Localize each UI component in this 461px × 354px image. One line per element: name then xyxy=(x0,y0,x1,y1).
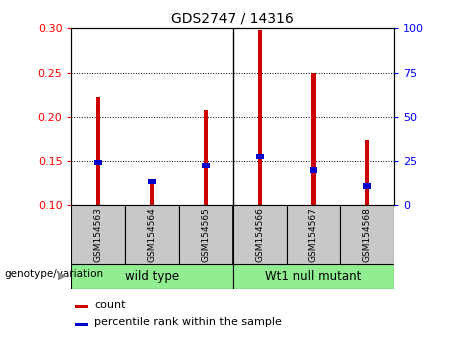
Text: GSM154567: GSM154567 xyxy=(309,207,318,262)
Text: GSM154565: GSM154565 xyxy=(201,207,210,262)
Text: percentile rank within the sample: percentile rank within the sample xyxy=(94,318,282,327)
Title: GDS2747 / 14316: GDS2747 / 14316 xyxy=(171,12,294,26)
Bar xyxy=(125,205,179,264)
Bar xyxy=(258,30,262,205)
Bar xyxy=(340,205,394,264)
Bar xyxy=(71,205,125,264)
Text: GSM154563: GSM154563 xyxy=(94,207,103,262)
Text: wild type: wild type xyxy=(125,270,179,282)
Text: GSM154566: GSM154566 xyxy=(255,207,264,262)
Bar xyxy=(310,167,317,172)
Bar xyxy=(287,205,340,264)
Bar xyxy=(71,264,233,289)
Text: GSM154568: GSM154568 xyxy=(363,207,372,262)
Bar xyxy=(365,140,369,205)
Bar xyxy=(96,97,100,205)
Bar xyxy=(233,264,394,289)
Text: GSM154564: GSM154564 xyxy=(148,207,157,262)
Bar xyxy=(311,73,316,205)
Bar xyxy=(233,205,287,264)
Bar xyxy=(75,306,88,308)
Bar xyxy=(204,110,208,205)
Bar xyxy=(150,179,154,205)
Bar xyxy=(148,179,156,184)
Bar xyxy=(202,163,210,168)
Bar xyxy=(363,183,371,188)
Text: count: count xyxy=(94,300,125,310)
Text: Wt1 null mutant: Wt1 null mutant xyxy=(265,270,362,282)
Bar xyxy=(95,160,102,166)
Text: ▶: ▶ xyxy=(59,271,67,281)
Text: genotype/variation: genotype/variation xyxy=(5,269,104,279)
Bar xyxy=(256,154,264,159)
Bar xyxy=(179,205,233,264)
Bar xyxy=(75,323,88,326)
